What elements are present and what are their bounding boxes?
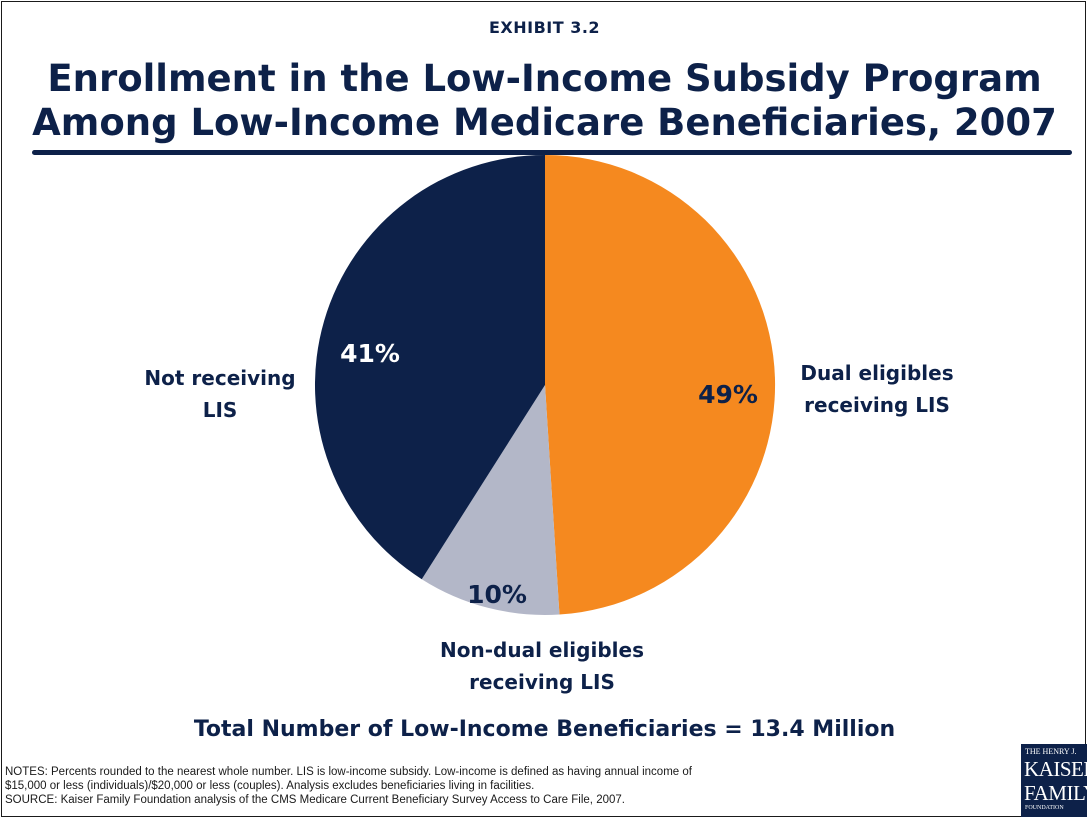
title-underline [32, 150, 1072, 155]
chart-title-line-1: Enrollment in the Low-Income Subsidy Pro… [47, 57, 1042, 100]
slice-label-non-dual-line-1: Non-dual eligibles [440, 638, 644, 662]
kaiser-family-foundation-logo: THE HENRY J. KAISER FAMILY FOUNDATION [1021, 744, 1087, 817]
pie-slice-dual-eligibles [545, 154, 776, 615]
slice-label-not-receiving-line-1: Not receiving [144, 366, 295, 390]
pie-slice-non-dual-eligibles [421, 385, 560, 616]
slice-value-non-dual-eligibles: 10% [467, 580, 527, 609]
slice-label-dual-line-2: receiving LIS [804, 393, 950, 417]
source-line: SOURCE: Kaiser Family Foundation analysi… [5, 794, 625, 806]
logo-text-line-1: THE HENRY J. [1025, 747, 1077, 756]
exhibit-number: EXHIBIT 3.2 [488, 18, 601, 37]
chart-title-line-2: Among Low-Income Medicare Beneficiaries,… [32, 101, 1057, 144]
slice-label-not-receiving-line-2: LIS [203, 398, 238, 422]
pie-slice-not-receiving [314, 155, 545, 580]
pie-slices [314, 154, 776, 616]
logo-text-line-3: FAMILY [1024, 781, 1087, 805]
slice-label-non-dual-line-2: receiving LIS [469, 670, 615, 694]
slice-label-dual-line-1: Dual eligibles [800, 361, 953, 385]
slice-value-not-receiving: 41% [340, 339, 400, 368]
notes-line-1: NOTES: Percents rounded to the nearest w… [5, 766, 692, 778]
total-beneficiaries: Total Number of Low-Income Beneficiaries… [193, 717, 896, 742]
notes-line-2: $15,000 or less (individuals)/$20,000 or… [5, 780, 535, 792]
logo-text-line-4: FOUNDATION [1025, 805, 1064, 811]
slice-value-dual-eligibles: 49% [698, 380, 758, 409]
logo-text-line-2: KAISER [1024, 757, 1087, 781]
